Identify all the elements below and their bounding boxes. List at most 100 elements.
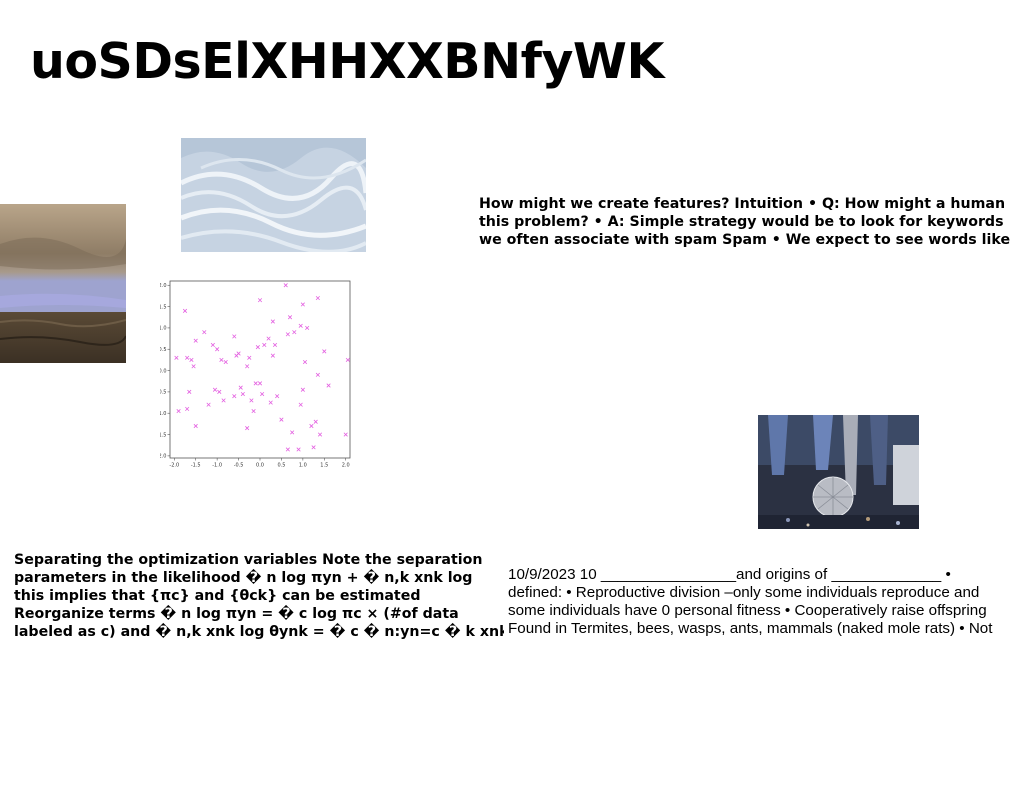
scatter-point <box>238 385 243 390</box>
scatter-point <box>326 383 331 388</box>
text-line: this problem? • A: Simple strategy would… <box>479 214 1004 230</box>
scatter-point <box>315 295 320 301</box>
y-tick-label: -1.0 <box>160 411 167 417</box>
scatter-point <box>343 432 348 437</box>
scatter-point <box>266 336 271 341</box>
scatter-point <box>317 432 323 437</box>
scatter-point <box>232 334 237 339</box>
scatter-point <box>240 391 245 397</box>
scatter-point <box>176 409 181 414</box>
scatter-point <box>302 359 308 365</box>
scatter-point <box>249 398 254 403</box>
y-tick-label: 2.0 <box>160 283 167 289</box>
scatter-point <box>285 332 290 337</box>
scatter-point <box>309 423 314 429</box>
scatter-point <box>215 347 220 352</box>
x-tick-label: 1.0 <box>299 463 307 469</box>
scatter-point <box>257 298 263 303</box>
scatter-point <box>298 323 303 328</box>
scatter-point <box>185 406 190 412</box>
scatter-point <box>279 417 284 422</box>
scatter-point <box>212 387 218 392</box>
text-line: Separating the optimization variables No… <box>14 552 483 568</box>
scatter-point <box>296 447 301 452</box>
scatter-point <box>257 381 263 386</box>
scatter-point <box>345 357 350 362</box>
text-line: some individuals have 0 personal fitness… <box>508 602 987 619</box>
text-line: parameters in the likelihood � n log πyn… <box>14 570 473 586</box>
x-tick-label: 1.5 <box>320 463 328 469</box>
text-line: 10/9/2023 10 ________________and origins… <box>508 566 951 583</box>
text-line: labeled as c) and � n,k xnk log θynk = �… <box>14 624 504 640</box>
scatter-point <box>251 409 256 414</box>
x-tick-label: -1.0 <box>212 463 222 469</box>
scatter-point <box>182 308 188 313</box>
y-tick-label: 1.5 <box>160 304 167 310</box>
y-tick-label: -1.5 <box>160 432 167 438</box>
page-title: uoSDsElXHHXXBNfyWK <box>30 33 664 90</box>
text-line: this implies that {πc} and {θck} can be … <box>14 588 421 604</box>
x-tick-label: -1.5 <box>191 463 201 469</box>
scatter-point <box>300 387 305 392</box>
text-line: Found in Termites, bees, wasps, ants, ma… <box>508 620 993 637</box>
x-tick-label: -2.0 <box>169 463 179 469</box>
scatter-point <box>245 364 250 369</box>
scatter-point <box>300 302 305 307</box>
text-block-notes: 10/9/2023 10 ________________and origins… <box>508 566 1024 638</box>
scatter-point <box>221 398 226 403</box>
x-tick-label: 2.0 <box>342 463 350 469</box>
scatter-point <box>232 394 237 399</box>
scatter-point <box>311 445 316 450</box>
scatter-plot-canvas: -2.0 -1.5 -1.0 -0.5 0.0 0.5 1.0 1.5 2.0 2.0 1.5 1.0… <box>157 280 351 469</box>
scatter-point <box>174 355 179 360</box>
scatter-point <box>245 426 250 431</box>
scatter-point <box>236 351 241 356</box>
scatter-point <box>255 345 260 350</box>
text-line: defined: • Reproductive division –only s… <box>508 584 980 601</box>
scatter-point <box>305 325 310 330</box>
scatter-point <box>285 447 290 452</box>
scatter-point <box>185 355 190 360</box>
scatter-point <box>270 353 275 358</box>
text-block-features: How might we create features? Intuition … <box>479 195 1024 249</box>
scatter-point <box>262 342 267 348</box>
text-line: Reorganize terms � n log πyn = � c log π… <box>14 606 459 622</box>
blue-waves-image <box>181 138 366 252</box>
disco-ball-photo <box>758 415 919 529</box>
plot-frame <box>169 280 351 459</box>
scatter-point <box>268 400 273 405</box>
scatter-point <box>206 402 211 407</box>
y-tick-label: -2.0 <box>160 454 167 460</box>
scatter-point <box>260 391 265 397</box>
scatter-point <box>223 359 228 365</box>
scatter-point <box>253 381 258 386</box>
y-tick-label: 1.0 <box>160 326 167 332</box>
text-line: we often associate with spam Spam • We e… <box>479 232 1011 248</box>
x-tick-label: 0.0 <box>256 463 264 469</box>
scatter-point <box>313 419 318 424</box>
scatter-point <box>290 430 295 435</box>
scatter-point <box>202 330 207 335</box>
text-line: How might we create features? Intuition … <box>479 196 1006 212</box>
desert-landscape-image <box>0 204 126 363</box>
scatter-point <box>191 364 196 369</box>
scatter-point <box>187 389 192 394</box>
scatter-point <box>283 283 288 288</box>
scatter-point <box>217 389 222 394</box>
y-tick-label: 0.5 <box>160 347 167 353</box>
scatter-point <box>270 319 275 324</box>
scatter-point <box>287 315 293 320</box>
scatter-point <box>210 342 215 348</box>
scatter-point <box>189 357 194 362</box>
scatter-point <box>193 423 198 429</box>
y-tick-label: -0.5 <box>160 390 167 396</box>
scatter-point <box>298 402 303 407</box>
x-tick-label: 0.5 <box>277 463 285 469</box>
text-block-separating: Separating the optimization variables No… <box>14 551 504 641</box>
scatter-point <box>322 349 327 354</box>
scatter-point <box>219 357 224 362</box>
scatter-point <box>247 355 252 360</box>
scatter-point <box>315 372 320 377</box>
scatter-point <box>292 330 297 335</box>
scatter-plot: -2.0 -1.5 -1.0 -0.5 0.0 0.5 1.0 1.5 2.0 2.0 1.5 1.0… <box>157 278 355 470</box>
